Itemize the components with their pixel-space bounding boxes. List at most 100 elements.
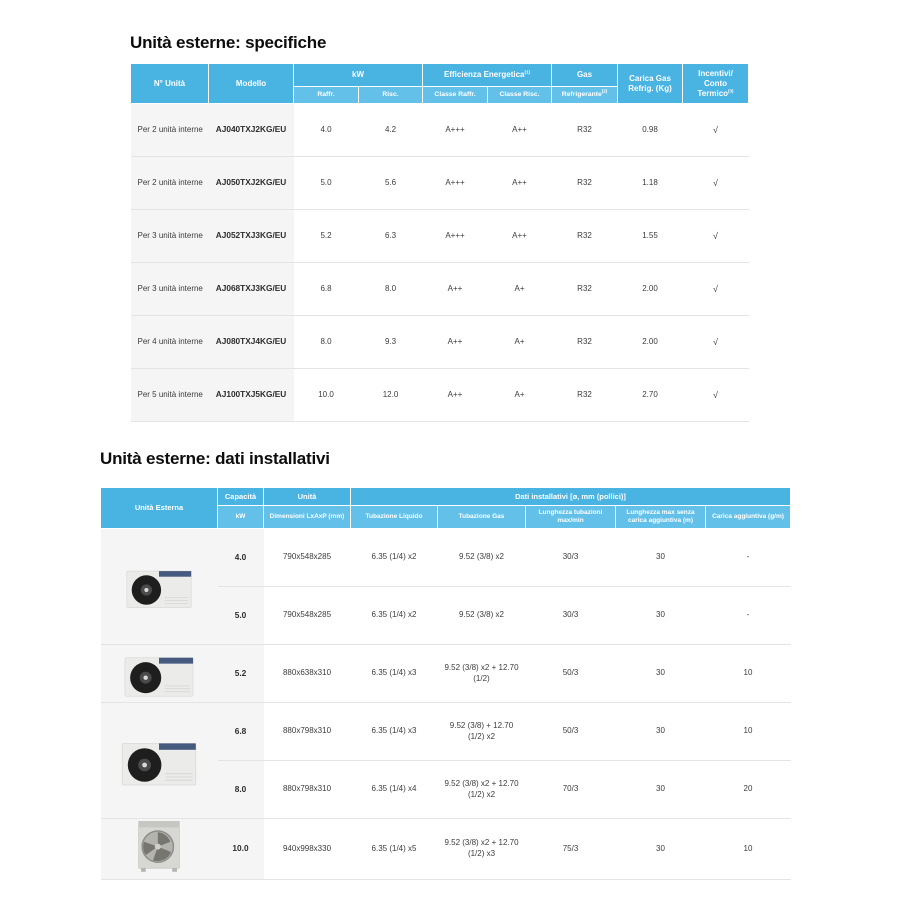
cell-incentivi-check: √ xyxy=(682,156,749,210)
cell-capacita: 5.0 xyxy=(217,586,264,645)
cell-tubazione-liquido: 6.35 (1/4) x2 xyxy=(350,528,438,587)
cell-kw-risc: 6.3 xyxy=(358,209,423,263)
cell-modello: AJ100TXJ5KG/EU xyxy=(208,368,294,422)
cell-classe-risc: A+ xyxy=(487,262,552,316)
cell-tubazione-liquido: 6.35 (1/4) x4 xyxy=(350,760,438,819)
cell-unita: Per 3 unità interne xyxy=(130,262,209,316)
cell-incentivi-check: √ xyxy=(682,262,749,316)
cell-dimensioni: 790x548x285 xyxy=(263,586,351,645)
cell-carica: 1.55 xyxy=(617,209,683,263)
cell-unita: Per 3 unità interne xyxy=(130,209,209,263)
cell-lunghezza-tubazioni: 75/3 xyxy=(525,818,616,880)
cell-classe-risc: A+ xyxy=(487,368,552,422)
cell-kw-risc: 8.0 xyxy=(358,262,423,316)
subheader-carica-aggiuntiva: Carica aggiuntiva (g/m) xyxy=(705,505,791,529)
cell-lunghezza-tubazioni: 30/3 xyxy=(525,528,616,587)
cell-unita: Per 5 unità interne xyxy=(130,368,209,422)
cell-carica-aggiuntiva: - xyxy=(705,528,791,587)
subheader-tubazione-gas: Tubazione Gas xyxy=(437,505,526,529)
cell-tubazione-gas: 9.52 (3/8) x2 + 12.70 (1/2) x3 xyxy=(437,818,526,880)
footnote-ref-2: (2) xyxy=(601,88,608,94)
header-incentivi-line1: Incentivi/ xyxy=(698,68,733,78)
cell-incentivi-check: √ xyxy=(682,368,749,422)
cell-tubazione-gas: 9.52 (3/8) x2 xyxy=(437,586,526,645)
outdoor-unit-image xyxy=(100,702,218,819)
cell-gas: R32 xyxy=(551,315,618,369)
cell-kw-risc: 9.3 xyxy=(358,315,423,369)
cell-tubazione-liquido: 6.35 (1/4) x3 xyxy=(350,644,438,703)
cell-gas: R32 xyxy=(551,156,618,210)
cell-tubazione-gas: 9.52 (3/8) x2 xyxy=(437,528,526,587)
outdoor-unit-image xyxy=(100,528,218,645)
cell-tubazione-liquido: 6.35 (1/4) x5 xyxy=(350,818,438,880)
subheader-tubazione-liquido: Tubazione Liquido xyxy=(350,505,438,529)
subheader-classe-risc: Classe Risc. xyxy=(486,86,553,104)
cell-classe-risc: A++ xyxy=(487,156,552,210)
subheader-classe-raffr: Classe Raffr. xyxy=(422,86,488,104)
header-modello: Modello xyxy=(208,63,294,104)
header-efficienza-group: Efficienza Energetica(1) xyxy=(421,63,553,87)
cell-tubazione-liquido: 6.35 (1/4) x3 xyxy=(350,702,438,761)
cell-dimensioni: 790x548x285 xyxy=(263,528,351,587)
footnote-ref-1: (1) xyxy=(524,69,531,75)
cell-gas: R32 xyxy=(551,209,618,263)
cell-carica-aggiuntiva: 10 xyxy=(705,818,791,880)
cell-capacita: 5.2 xyxy=(217,644,264,703)
cell-incentivi-check: √ xyxy=(682,103,749,157)
table-row: 4.0 790x548x285 6.35 (1/4) x2 9.52 (3/8)… xyxy=(100,528,791,645)
cell-unita: Per 2 unità interne xyxy=(130,103,209,157)
subheader-refrigerante: Refrigerante(2) xyxy=(551,86,619,104)
cell-incentivi-check: √ xyxy=(682,315,749,369)
install-data-table: Unità Esterna Capacità Unità Dati instal… xyxy=(100,487,791,880)
header-incentivi-line2: Conto Termico(3) xyxy=(685,79,746,99)
cell-tubazione-gas: 9.52 (3/8) x2 + 12.70 (1/2) x2 xyxy=(437,760,526,819)
subheader-dimensioni: Dimensioni LxAxP (mm) xyxy=(263,505,351,529)
cell-gas: R32 xyxy=(551,103,618,157)
cell-modello: AJ050TXJ2KG/EU xyxy=(208,156,294,210)
cell-kw-raffr: 6.8 xyxy=(293,262,359,316)
cell-kw-raffr: 8.0 xyxy=(293,315,359,369)
header-carica-line2: Refrig. (Kg) xyxy=(628,83,672,93)
cell-lunghezza-max: 30 xyxy=(615,528,706,587)
cell-kw-raffr: 5.2 xyxy=(293,209,359,263)
ac-outdoor-unit-small-icon xyxy=(126,570,192,608)
cell-classe-raffr: A+++ xyxy=(422,156,488,210)
table-row: 6.8 880x798x310 6.35 (1/4) x3 9.52 (3/8)… xyxy=(100,702,791,819)
cell-kw-risc: 12.0 xyxy=(358,368,423,422)
cell-dimensioni: 880x798x310 xyxy=(263,760,351,819)
cell-lunghezza-tubazioni: 70/3 xyxy=(525,760,616,819)
table-row: 5.2 880x638x310 6.35 (1/4) x3 9.52 (3/8)… xyxy=(100,644,791,703)
cell-lunghezza-max: 30 xyxy=(615,586,706,645)
cell-carica: 2.70 xyxy=(617,368,683,422)
cell-unita: Per 4 unità interne xyxy=(130,315,209,369)
cell-kw-raffr: 5.0 xyxy=(293,156,359,210)
table-row: Per 3 unità interne AJ052TXJ3KG/EU 5.2 6… xyxy=(130,209,749,263)
section-title-dati-installativi: Unità esterne: dati installativi xyxy=(100,449,330,468)
cell-modello: AJ068TXJ3KG/EU xyxy=(208,262,294,316)
cell-lunghezza-tubazioni: 50/3 xyxy=(525,702,616,761)
cell-modello: AJ080TXJ4KG/EU xyxy=(208,315,294,369)
cell-classe-raffr: A++ xyxy=(422,315,488,369)
header-efficienza-label: Efficienza Energetica xyxy=(444,70,525,79)
table-row: 8.0 880x798x310 6.35 (1/4) x4 9.52 (3/8)… xyxy=(101,760,791,819)
ac-outdoor-unit-big-box-icon xyxy=(138,821,180,872)
header-carica-line1: Carica Gas xyxy=(629,73,671,83)
cell-classe-raffr: A++ xyxy=(422,262,488,316)
subheader-kw: kW xyxy=(217,505,264,529)
ac-outdoor-unit-medium-icon xyxy=(124,656,194,697)
cell-capacita: 10.0 xyxy=(217,818,264,880)
cell-gas: R32 xyxy=(551,262,618,316)
header-carica-gas: Carica Gas Refrig. (Kg) xyxy=(617,63,684,104)
cell-tubazione-gas: 9.52 (3/8) x2 + 12.70 (1/2) xyxy=(437,644,526,703)
cell-capacita: 6.8 xyxy=(217,702,264,761)
cell-unita: Per 2 unità interne xyxy=(130,156,209,210)
header-unita-esterna: Unità Esterna xyxy=(100,487,218,529)
table-row: 10.0 940x998x330 6.35 (1/4) x5 9.52 (3/8… xyxy=(100,818,791,880)
header-kw-group: kW xyxy=(293,63,423,87)
cell-classe-raffr: A++ xyxy=(422,368,488,422)
cell-carica: 2.00 xyxy=(617,315,683,369)
section-title-specifiche: Unità esterne: specifiche xyxy=(130,33,327,52)
cell-lunghezza-tubazioni: 50/3 xyxy=(525,644,616,703)
cell-dimensioni: 940x998x330 xyxy=(263,818,351,880)
